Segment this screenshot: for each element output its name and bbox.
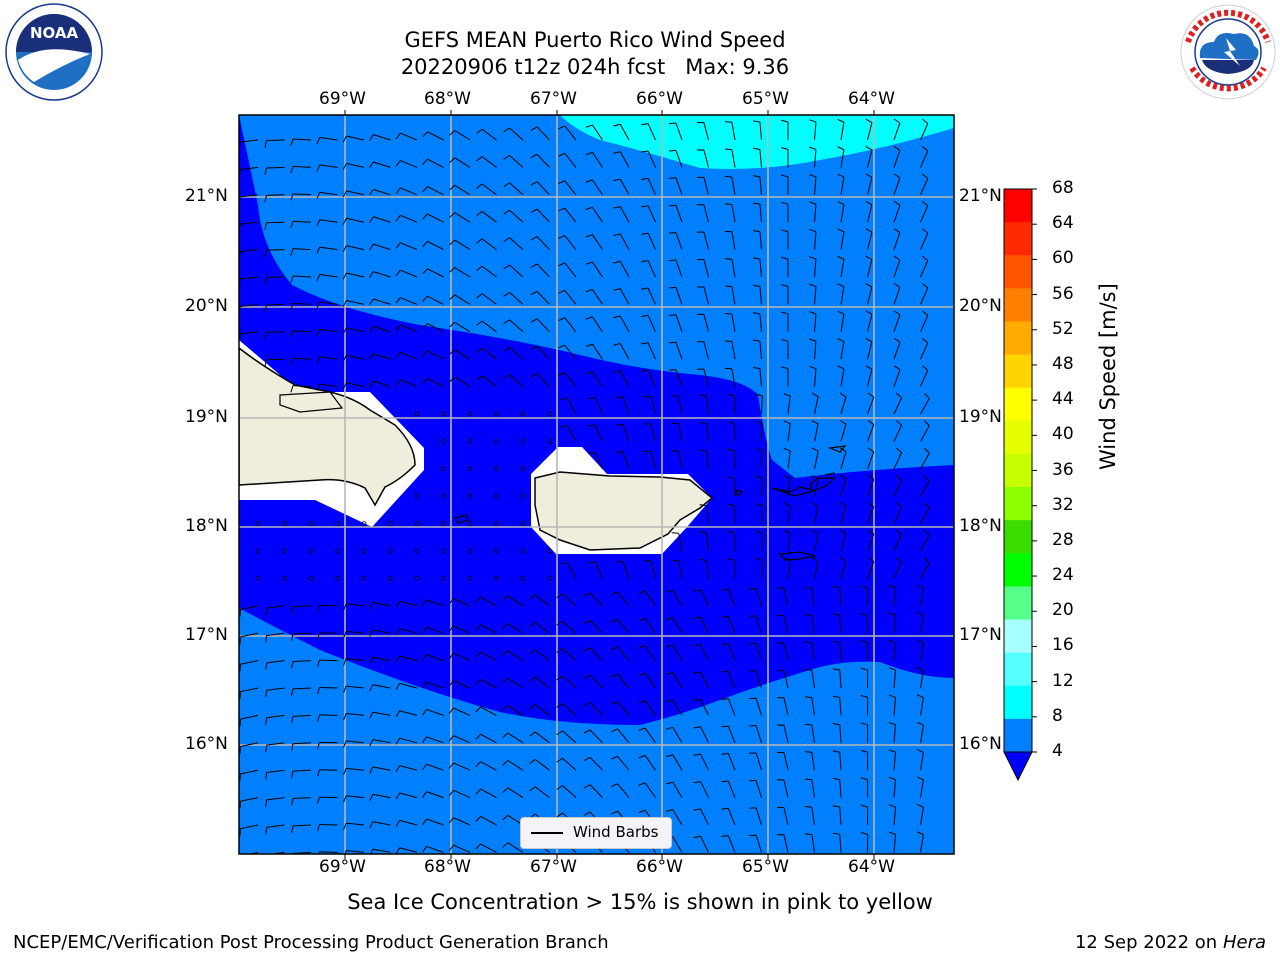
colorbar-swatch (1004, 288, 1032, 322)
colorbar-tick-label: 40 (1052, 424, 1074, 445)
colorbar-swatch (1004, 354, 1032, 389)
map-frame (238, 114, 955, 855)
lat-tick-right: 19°N (959, 407, 1002, 427)
lat-tick-left: 19°N (185, 407, 228, 427)
chart-subtitle: 20220906 t12z 024h fcst Max: 9.36 (400, 55, 790, 79)
footer-date: 12 Sep 2022 on Hera (1075, 932, 1266, 953)
chart-title: GEFS MEAN Puerto Rico Wind Speed (404, 28, 786, 52)
legend-line-swatch (531, 832, 563, 834)
wind-fill-8-12 (560, 115, 954, 169)
lon-tick-top: 66°W (636, 89, 683, 109)
footer-credit: NCEP/EMC/Verification Post Processing Pr… (13, 932, 609, 953)
lat-tick-left: 17°N (185, 625, 228, 645)
noaa-logo: NOAA (5, 3, 103, 101)
colorbar-tick-label: 32 (1052, 494, 1074, 515)
lon-tick-bottom: 67°W (530, 857, 577, 877)
colorbar-tick-label: 28 (1052, 529, 1074, 550)
colorbar-swatch (1004, 453, 1032, 488)
colorbar-tick-label: 20 (1052, 600, 1074, 621)
legend-label: Wind Barbs (573, 823, 659, 841)
colorbar-tick-label: 68 (1052, 178, 1074, 198)
footer-host: Hera (1222, 932, 1266, 953)
colorbar-tick-label: 52 (1052, 318, 1074, 339)
colorbar-tick-label: 12 (1052, 670, 1074, 691)
colorbar (1003, 188, 1037, 782)
colorbar-swatch (1004, 520, 1032, 554)
colorbar-tick-label: 56 (1052, 283, 1074, 304)
colorbar-swatch (1004, 586, 1032, 621)
colorbar-swatch (1004, 718, 1032, 753)
colorbar-swatch (1004, 255, 1032, 289)
lon-tick-top: 68°W (424, 89, 471, 109)
colorbar-swatch (1004, 652, 1032, 687)
lat-tick-right: 18°N (959, 516, 1002, 536)
colorbar-tick-label: 44 (1052, 389, 1074, 410)
lat-tick-left: 16°N (185, 734, 228, 754)
nws-logo (1180, 4, 1276, 100)
lon-tick-bottom: 68°W (424, 857, 471, 877)
colorbar-swatch (1004, 321, 1032, 356)
island-hispaniola (239, 347, 416, 507)
colorbar-tick-label: 64 (1052, 213, 1074, 234)
colorbar-tick-label: 24 (1052, 565, 1074, 586)
colorbar-swatch (1004, 487, 1032, 521)
lat-tick-left: 20°N (185, 296, 228, 316)
lat-tick-right: 20°N (959, 296, 1002, 316)
lon-tick-bottom: 66°W (636, 857, 683, 877)
lon-tick-bottom: 65°W (742, 857, 789, 877)
colorbar-swatch (1004, 189, 1032, 223)
colorbar-tick-label: 4 (1052, 741, 1063, 761)
wind-barbs (239, 118, 930, 854)
lon-tick-top: 64°W (848, 89, 895, 109)
map-area (239, 115, 954, 854)
colorbar-swatch (1004, 222, 1032, 256)
map-legend: Wind Barbs (520, 817, 672, 849)
colorbar-tick-label: 16 (1052, 635, 1074, 656)
colorbar-tick-label: 60 (1052, 248, 1074, 269)
lat-tick-left: 18°N (185, 516, 228, 536)
lon-tick-top: 65°W (742, 89, 789, 109)
colorbar-swatch (1004, 387, 1032, 422)
colorbar-swatch (1004, 553, 1032, 587)
colorbar-swatch (1004, 619, 1032, 654)
colorbar-extend-arrow (1003, 751, 1033, 782)
lat-tick-right: 21°N (959, 186, 1002, 206)
colorbar-title: Wind Speed [m/s] (1096, 283, 1120, 470)
colorbar-tick-label: 8 (1052, 705, 1063, 726)
footer-date-text: 12 Sep 2022 on (1074, 932, 1218, 953)
sea-ice-caption: Sea Ice Concentration > 15% is shown in … (347, 890, 933, 914)
lon-tick-bottom: 69°W (319, 857, 366, 877)
colorbar-tick-label: 36 (1052, 459, 1074, 480)
colorbar-swatch (1004, 685, 1032, 720)
island-puerto-rico (534, 471, 714, 551)
noaa-logo-text: NOAA (30, 24, 79, 42)
lat-tick-right: 16°N (959, 734, 1002, 754)
colorbar-tick-label: 48 (1052, 353, 1074, 374)
lon-tick-bottom: 64°W (848, 857, 895, 877)
lat-tick-left: 21°N (185, 186, 228, 206)
wind-fill-below-4 (239, 115, 954, 725)
colorbar-swatch (1004, 420, 1032, 455)
lat-tick-right: 17°N (959, 625, 1002, 645)
map-grid (239, 115, 954, 854)
lon-tick-top: 67°W (530, 89, 577, 109)
lon-tick-top: 69°W (319, 89, 366, 109)
